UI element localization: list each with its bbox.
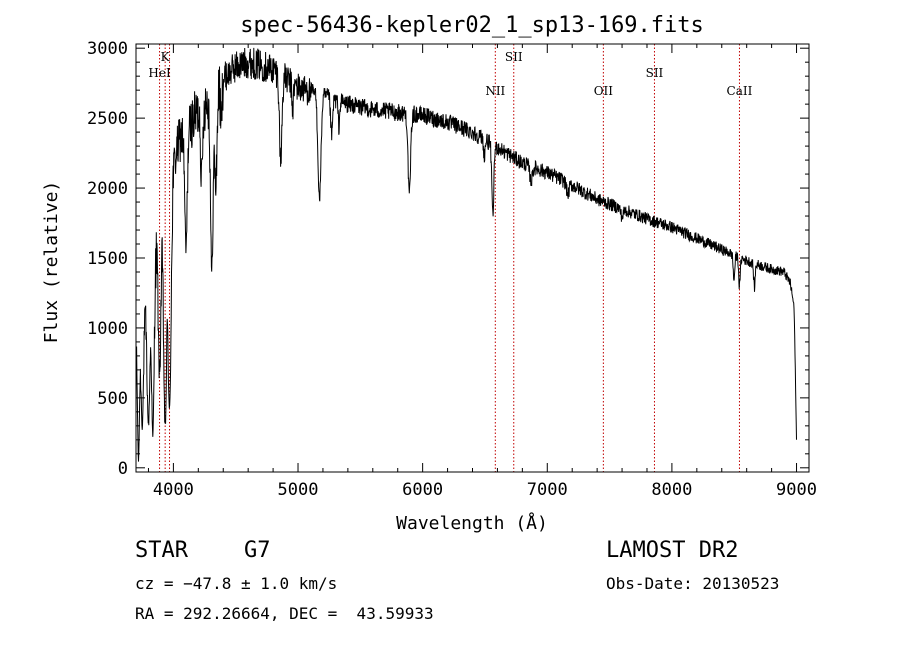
class-label: STAR <box>135 538 188 563</box>
spectrum-series-line <box>136 47 797 462</box>
y-tick-label: 2500 <box>87 109 128 129</box>
line-marker-label: K <box>161 50 171 64</box>
obs-date-label: Obs-Date: 20130523 <box>606 574 780 593</box>
x-tick-label: 6000 <box>402 480 443 500</box>
coordinates-label: RA = 292.26664, DEC = 43.59933 <box>135 604 434 623</box>
y-tick-label: 0 <box>118 459 128 479</box>
line-marker-label: OII <box>594 84 614 98</box>
line-marker-label: SII <box>505 50 523 64</box>
plot-frame <box>135 43 810 473</box>
y-axis-label: Flux (relative) <box>41 181 62 344</box>
chart-title: spec-56436-kepler02_1_sp13-169.fits <box>240 13 704 38</box>
x-tick-label: 7000 <box>527 480 568 500</box>
line-marker-label: NII <box>485 84 505 98</box>
line-marker-label: CaII <box>727 84 753 98</box>
x-tick-label: 4000 <box>153 480 194 500</box>
y-tick-label: 1000 <box>87 319 128 339</box>
y-tick-label: 1500 <box>87 249 128 269</box>
survey-label: LAMOST DR2 <box>606 538 739 563</box>
subclass-label: G7 <box>244 538 271 563</box>
redshift-label: cz = −47.8 ± 1.0 km/s <box>135 574 338 593</box>
line-marker-label: SII <box>646 66 664 80</box>
x-axis-label: Wavelength (Å) <box>396 512 548 534</box>
line-marker-label-layer: K HeI NII SII OII SII CaII <box>148 50 752 98</box>
line-marker-label: HeI <box>148 66 171 80</box>
x-tick-label: 5000 <box>278 480 319 500</box>
y-tick-label: 2000 <box>87 179 128 199</box>
line-marker-layer <box>159 44 740 472</box>
x-tick-label: 9000 <box>776 480 817 500</box>
x-tick-label: 8000 <box>651 480 692 500</box>
y-tick-label: 3000 <box>87 39 128 59</box>
y-axis-ticks: 0 500 1000 1500 2000 2500 3000 <box>87 39 809 479</box>
y-tick-label: 500 <box>97 389 128 409</box>
x-axis-ticks: 4000 5000 6000 7000 8000 9000 <box>147 44 817 500</box>
